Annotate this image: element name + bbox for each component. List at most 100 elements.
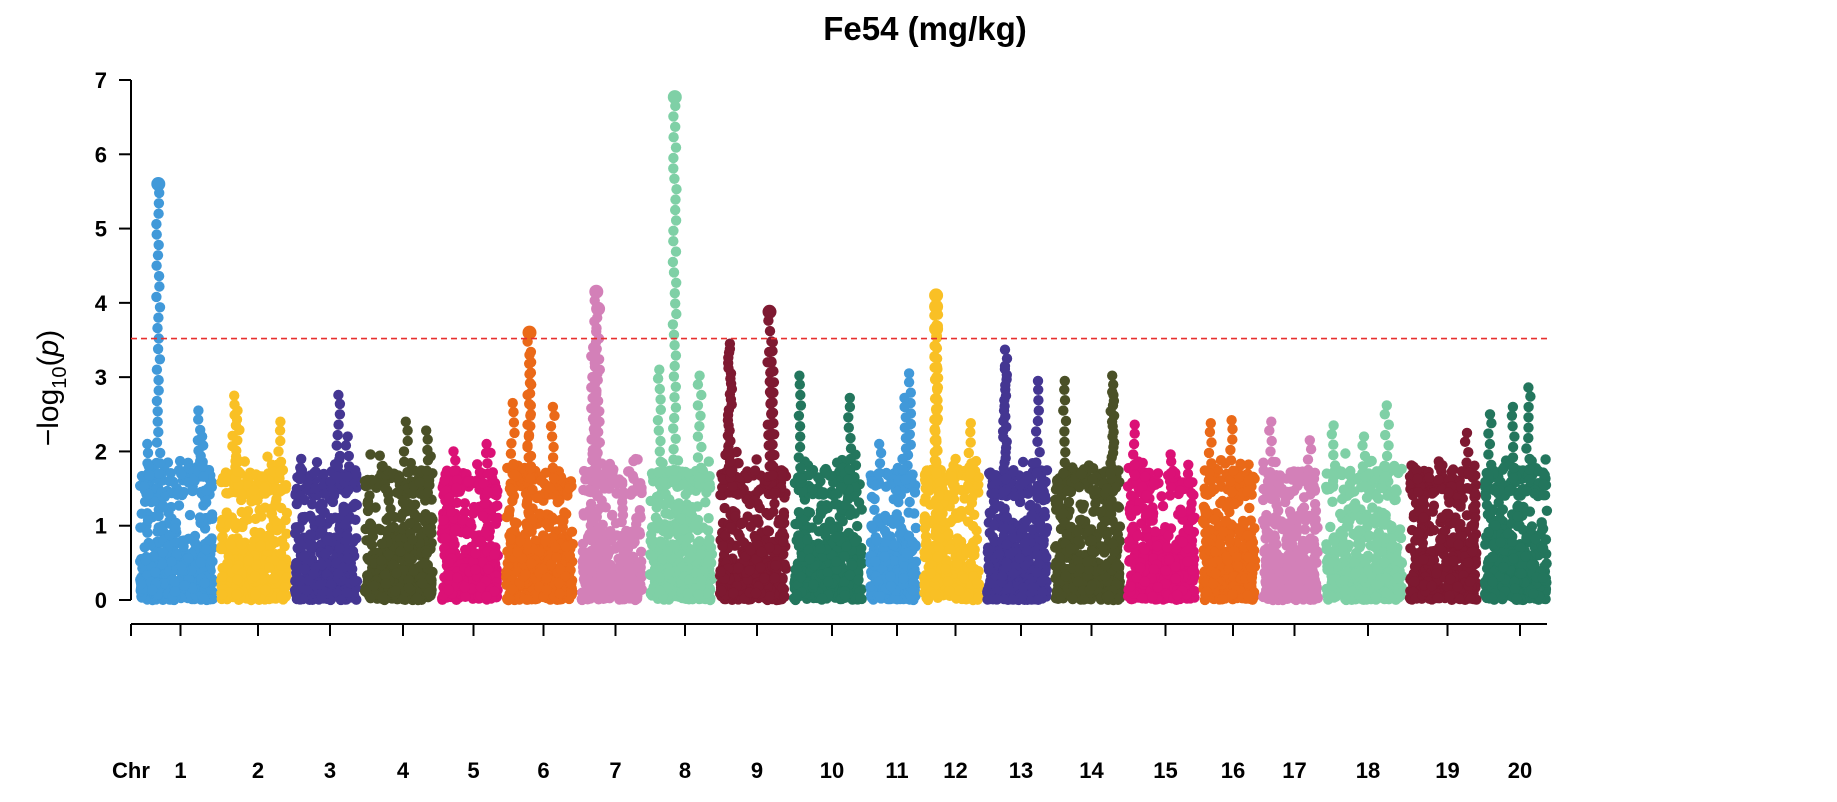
snp-point: [331, 440, 342, 451]
snp-point: [268, 573, 280, 584]
snp-point: [338, 506, 349, 517]
snp-point: [830, 531, 841, 543]
snp-point: [725, 522, 736, 533]
snp-point: [670, 100, 681, 112]
snp-point: [668, 444, 679, 455]
snp-point: [779, 591, 790, 602]
snp-point: [671, 184, 682, 195]
snp-point: [591, 322, 602, 334]
snp-point: [830, 498, 841, 509]
snp-point: [725, 373, 736, 384]
y-tick-label: 4: [95, 291, 108, 316]
snp-point: [723, 404, 735, 415]
snp-point: [320, 548, 331, 560]
snp-point: [362, 505, 374, 517]
snp-point: [668, 132, 679, 143]
snp-point: [695, 410, 706, 421]
snp-point: [670, 204, 681, 216]
snp-point: [766, 459, 777, 470]
snp-point: [525, 473, 536, 484]
snp-point: [275, 483, 287, 495]
snp-point: [421, 465, 432, 476]
snp-point: [275, 548, 287, 559]
snp-point: [390, 585, 401, 597]
snp-point: [590, 458, 601, 469]
snp-point: [586, 566, 597, 577]
snp-point: [311, 457, 323, 468]
snp-point: [439, 474, 450, 486]
snp-point: [645, 550, 657, 561]
snp-point: [589, 416, 600, 427]
snp-point: [169, 576, 180, 588]
snp-point: [566, 526, 578, 537]
snp-point: [344, 461, 355, 472]
snp-point: [591, 447, 602, 459]
snp-point: [668, 371, 680, 382]
snp-point: [703, 481, 715, 492]
snp-point: [682, 588, 693, 599]
snp-point: [482, 468, 494, 479]
snp-point: [153, 468, 164, 479]
snp-point: [777, 582, 788, 593]
snp-point: [847, 560, 858, 571]
snp-point: [151, 218, 162, 230]
snp-peak-point: [591, 386, 602, 398]
snp-point: [611, 479, 623, 490]
snp-point: [755, 562, 766, 573]
snp-point: [152, 406, 163, 417]
snp-point: [751, 454, 762, 465]
snp-point: [670, 246, 682, 257]
snp-point: [654, 585, 665, 597]
chromosome-label: 18: [1356, 758, 1380, 783]
snp-point: [733, 562, 744, 574]
snp-point: [615, 488, 626, 500]
snp-point: [377, 460, 388, 472]
snp-point: [391, 487, 403, 498]
snp-point: [515, 535, 526, 547]
snp-point: [605, 563, 616, 574]
snp-point: [670, 381, 681, 392]
snp-point: [248, 484, 260, 496]
snp-point: [421, 548, 433, 559]
snp-point: [404, 553, 415, 564]
snp-point: [694, 421, 705, 432]
chromosome-3-points: [289, 389, 363, 606]
snp-point: [443, 557, 454, 568]
snp-point: [505, 533, 516, 545]
snp-point: [216, 571, 228, 582]
snp-point: [703, 513, 714, 524]
snp-point: [689, 520, 701, 531]
snp-point: [685, 551, 696, 563]
snp-point: [670, 433, 681, 444]
snp-point: [158, 578, 170, 589]
snp-point: [391, 567, 402, 579]
snp-point: [694, 473, 705, 484]
snp-point: [332, 568, 344, 579]
snp-point: [303, 575, 315, 586]
snp-point: [276, 502, 287, 514]
snp-point: [271, 493, 282, 505]
snp-point: [275, 435, 286, 447]
snp-point: [397, 497, 409, 508]
snp-point: [653, 425, 664, 436]
snp-point: [669, 340, 680, 351]
snp-point: [583, 576, 595, 587]
snp-point: [449, 465, 460, 476]
snp-point: [534, 508, 545, 519]
snp-point: [655, 394, 666, 405]
snp-point: [671, 308, 682, 320]
snp-point: [316, 498, 327, 509]
snp-peak-point: [481, 438, 492, 450]
snp-point: [768, 418, 779, 429]
snp-point: [154, 458, 166, 469]
snp-point: [504, 504, 515, 516]
snp-point: [151, 437, 163, 448]
snp-point: [822, 576, 834, 587]
snp-point: [668, 267, 680, 278]
snp-point: [151, 260, 162, 271]
snp-point: [703, 555, 714, 567]
snp-point: [830, 489, 841, 500]
snp-point: [206, 509, 218, 520]
snp-point: [305, 510, 316, 521]
snp-peak-point: [588, 342, 599, 353]
